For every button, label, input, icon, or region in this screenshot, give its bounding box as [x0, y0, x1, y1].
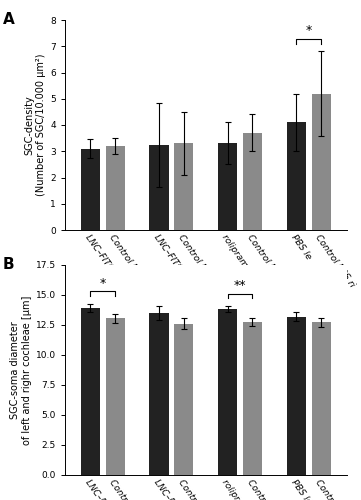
Text: *: * [100, 276, 106, 289]
Bar [287, 316, 306, 475]
Bar [105, 146, 125, 230]
Bar [312, 94, 331, 230]
Y-axis label: SGC-soma diameter
of left and righr cochleae [μm]: SGC-soma diameter of left and righr coch… [10, 296, 32, 444]
Bar [287, 122, 306, 230]
Bar [81, 308, 100, 475]
Bar [174, 324, 193, 475]
Text: **: ** [234, 279, 246, 292]
Bar [312, 322, 331, 475]
Bar [81, 148, 100, 230]
Bar [243, 133, 262, 230]
Bar [105, 318, 125, 475]
Bar [243, 322, 262, 475]
Bar [218, 310, 238, 475]
Bar [218, 144, 238, 230]
Bar [149, 313, 169, 475]
Text: A: A [3, 12, 15, 26]
Text: B: B [3, 256, 15, 272]
Bar [149, 144, 169, 230]
Bar [174, 144, 193, 230]
Text: *: * [306, 24, 312, 37]
Y-axis label: SGC-density
(Number of SGC/10.000 μm²): SGC-density (Number of SGC/10.000 μm²) [25, 54, 46, 196]
